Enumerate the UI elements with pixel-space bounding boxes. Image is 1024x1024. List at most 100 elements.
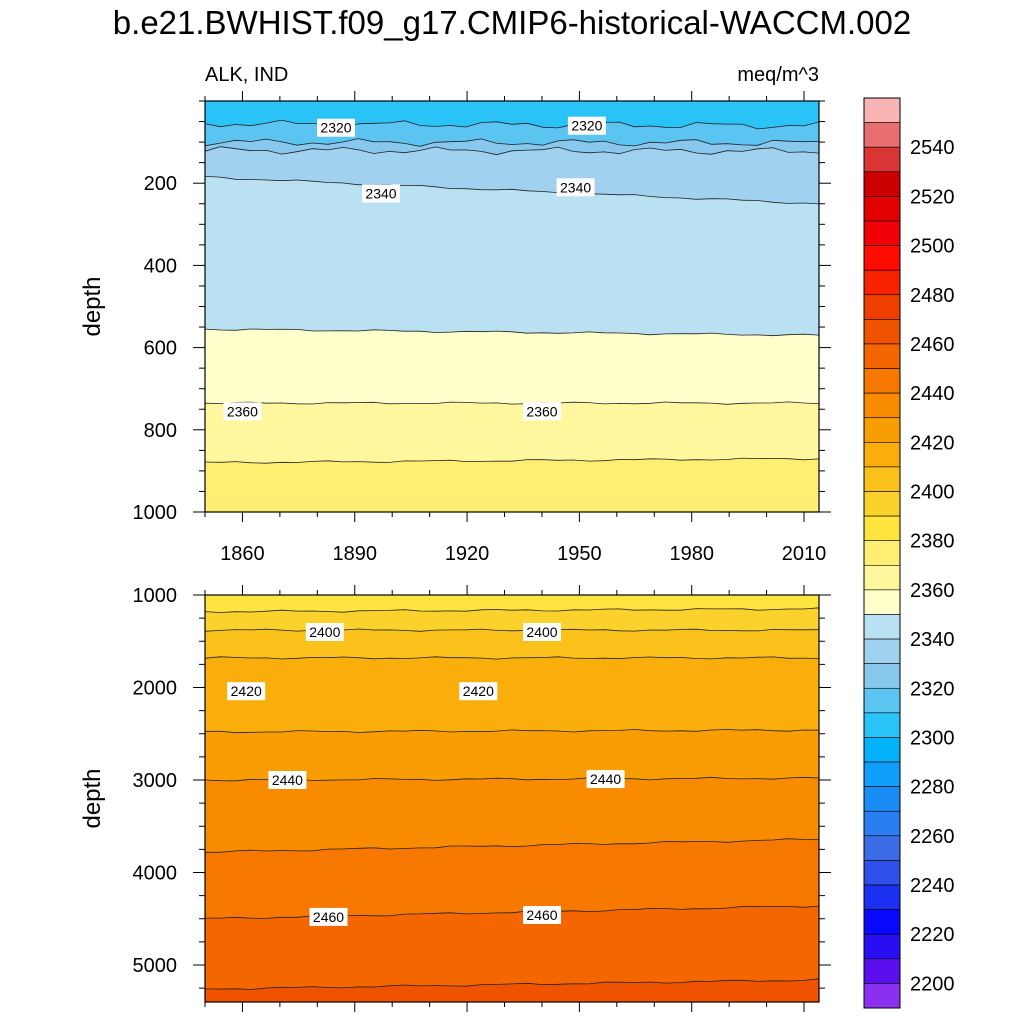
lower-panel: 2400 2400 2420 2420 2440 2440 2460 2460 1000 2000… <box>79 585 831 1012</box>
upper-contour-label-text: 2320 <box>320 120 351 136</box>
colorbar-frame <box>863 97 901 1009</box>
colorbar-label: 2280 <box>910 777 955 799</box>
colorbar: 2540 2520 2500 2480 2460 2440 2420 2400 2380 2360… <box>863 97 955 1009</box>
upper-contour-line-2370 <box>205 457 819 464</box>
colorbar-box <box>863 491 901 517</box>
colorbar-label: 2480 <box>910 285 955 307</box>
colorbar-label: 2540 <box>910 137 955 159</box>
lower-contour-label-bg <box>459 682 498 701</box>
colorbar-box <box>863 589 901 615</box>
colorbar-box <box>863 860 901 886</box>
upper-x-tick-label: 2010 <box>782 543 827 565</box>
upper-contour-label: 2360 <box>223 402 262 421</box>
colorbar-box <box>863 294 901 320</box>
lower-contour-line-2440 <box>205 838 819 853</box>
lower-fill-layer <box>205 595 819 1002</box>
colorbar-label: 2360 <box>910 580 955 602</box>
colorbar-box <box>863 810 901 837</box>
upper-contour-line-2360 <box>205 401 819 405</box>
colorbar-box <box>863 442 901 468</box>
colorbar-box <box>863 319 901 345</box>
lower-y-axis-label: depth <box>79 768 106 828</box>
colorbar-box <box>863 933 901 960</box>
colorbar-label: 2500 <box>910 236 955 258</box>
colorbar-box <box>863 909 901 935</box>
lower-y-tick-label: 5000 <box>133 955 178 977</box>
colorbar-label: 2400 <box>910 482 955 504</box>
units-label: meq/m^3 <box>737 64 819 86</box>
colorbar-box <box>863 564 901 591</box>
lower-contour-line-2390 <box>205 607 819 613</box>
upper-contour-label: 2360 <box>523 402 561 421</box>
upper-contour-label-text: 2340 <box>560 179 591 195</box>
upper-contour-line-2330 <box>205 146 819 156</box>
lower-y-tick-label: 2000 <box>133 678 178 700</box>
colorbar-box <box>863 614 901 640</box>
colorbar-box <box>863 835 901 861</box>
upper-contour-label-bg <box>223 402 262 421</box>
lower-contour-label-text: 2460 <box>526 907 557 923</box>
lower-contour-label-bg <box>523 623 561 641</box>
upper-x-tick-label: 1860 <box>220 543 265 565</box>
lower-contour-label-bg <box>305 623 344 641</box>
variable-region-label: ALK, IND <box>205 64 289 86</box>
colorbar-box <box>863 712 901 738</box>
lower-contour-label-bg <box>227 682 266 701</box>
upper-contour-label-text: 2320 <box>571 118 602 134</box>
lower-contour-line-2460 <box>205 978 819 990</box>
upper-contour-label: 2340 <box>556 178 595 197</box>
upper-contour-label-bg <box>556 178 595 197</box>
colorbar-label: 2300 <box>910 727 955 749</box>
upper-y-tick-label: 800 <box>144 420 177 442</box>
colorbar-box <box>863 466 901 492</box>
lower-contour-label: 2440 <box>586 770 625 789</box>
upper-contour-label-text: 2360 <box>526 403 557 419</box>
colorbar-box <box>863 220 901 246</box>
lower-contour-line-2450 <box>205 905 819 919</box>
lower-contour-label: 2460 <box>523 906 561 924</box>
colorbar-box <box>863 417 901 443</box>
upper-contour-label: 2340 <box>362 184 400 203</box>
upper-contour-line-2310 <box>205 119 819 130</box>
colorbar-box <box>863 515 901 542</box>
colorbar-label: 2420 <box>910 432 955 454</box>
colorbar-label: 2220 <box>910 924 955 946</box>
lower-y-tick-label: 4000 <box>133 863 178 885</box>
colorbar-box <box>863 245 901 271</box>
lower-contour-line-2410 <box>205 656 819 660</box>
colorbar-label: 2340 <box>910 629 955 651</box>
lower-contour-label-text: 2460 <box>313 909 344 925</box>
upper-y-tick-label: 1000 <box>133 502 178 524</box>
lower-frame <box>204 594 820 1003</box>
colorbar-box <box>863 540 901 566</box>
lower-contour-label-bg <box>523 906 561 924</box>
lower-contour-label-text: 2420 <box>231 683 262 699</box>
upper-x-tick-label: 1890 <box>333 543 378 565</box>
colorbar-box <box>863 638 901 664</box>
colorbar-box <box>863 761 901 787</box>
lower-contour-label: 2420 <box>227 682 266 701</box>
colorbar-label: 2440 <box>910 383 955 405</box>
lower-band-2460 <box>205 978 819 1002</box>
colorbar-box <box>863 884 901 910</box>
colorbar-label: 2260 <box>910 826 955 848</box>
colorbar-box <box>863 171 901 197</box>
upper-y-tick-label: 400 <box>144 255 177 277</box>
upper-y-axis-label: depth <box>79 276 106 336</box>
lower-contour-label-text: 2440 <box>272 772 303 788</box>
colorbar-box <box>863 343 901 369</box>
colorbar-box <box>863 737 901 763</box>
upper-contour-label-bg <box>523 402 561 421</box>
lower-contour-label: 2400 <box>305 623 344 641</box>
colorbar-label: 2240 <box>910 875 955 897</box>
lower-contour-label: 2460 <box>309 907 348 926</box>
upper-contour-line-2350 <box>205 328 819 337</box>
upper-x-tick-label: 1920 <box>445 543 490 565</box>
upper-contour-label: 2320 <box>567 116 606 135</box>
lower-contour-label-text: 2400 <box>526 624 557 640</box>
colorbar-label: 2320 <box>910 678 955 700</box>
lower-y-tick-label: 3000 <box>133 770 178 792</box>
colorbar-box <box>863 368 901 394</box>
